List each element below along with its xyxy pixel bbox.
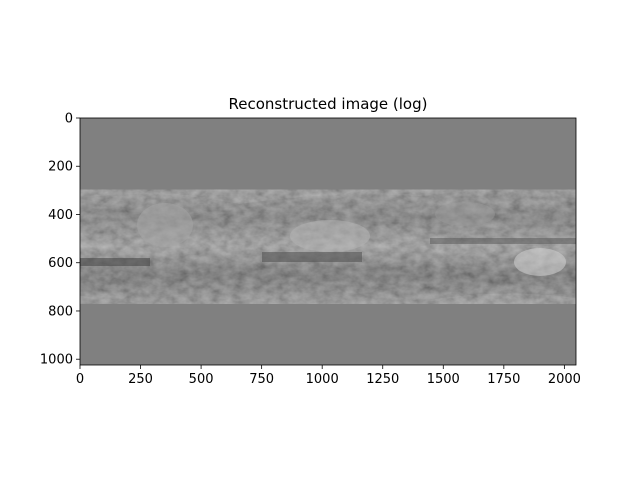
y-tick-label: 200 <box>48 160 73 175</box>
x-tick-label: 0 <box>76 372 84 387</box>
y-tick-label: 1000 <box>40 353 73 368</box>
reconstructed-image <box>80 118 576 365</box>
x-tick-label: 250 <box>128 372 153 387</box>
x-tick-label: 1500 <box>427 372 460 387</box>
chart-title: Reconstructed image (log) <box>229 95 428 113</box>
x-tick-label: 1250 <box>366 372 399 387</box>
x-tick-label: 500 <box>189 372 214 387</box>
y-tick-label: 400 <box>48 208 73 223</box>
x-tick-label: 750 <box>249 372 274 387</box>
y-tick-label: 0 <box>65 112 73 127</box>
plot-frame <box>79 117 577 366</box>
y-axis: 0 200 400 600 800 1000 <box>40 112 80 368</box>
y-tick-label: 600 <box>48 256 73 271</box>
x-tick-label: 1750 <box>487 372 520 387</box>
x-tick-label: 1000 <box>306 372 339 387</box>
x-axis: 0 250 500 750 1000 1250 1500 1750 2000 <box>76 365 581 387</box>
y-tick-label: 800 <box>48 304 73 319</box>
x-tick-label: 2000 <box>548 372 581 387</box>
